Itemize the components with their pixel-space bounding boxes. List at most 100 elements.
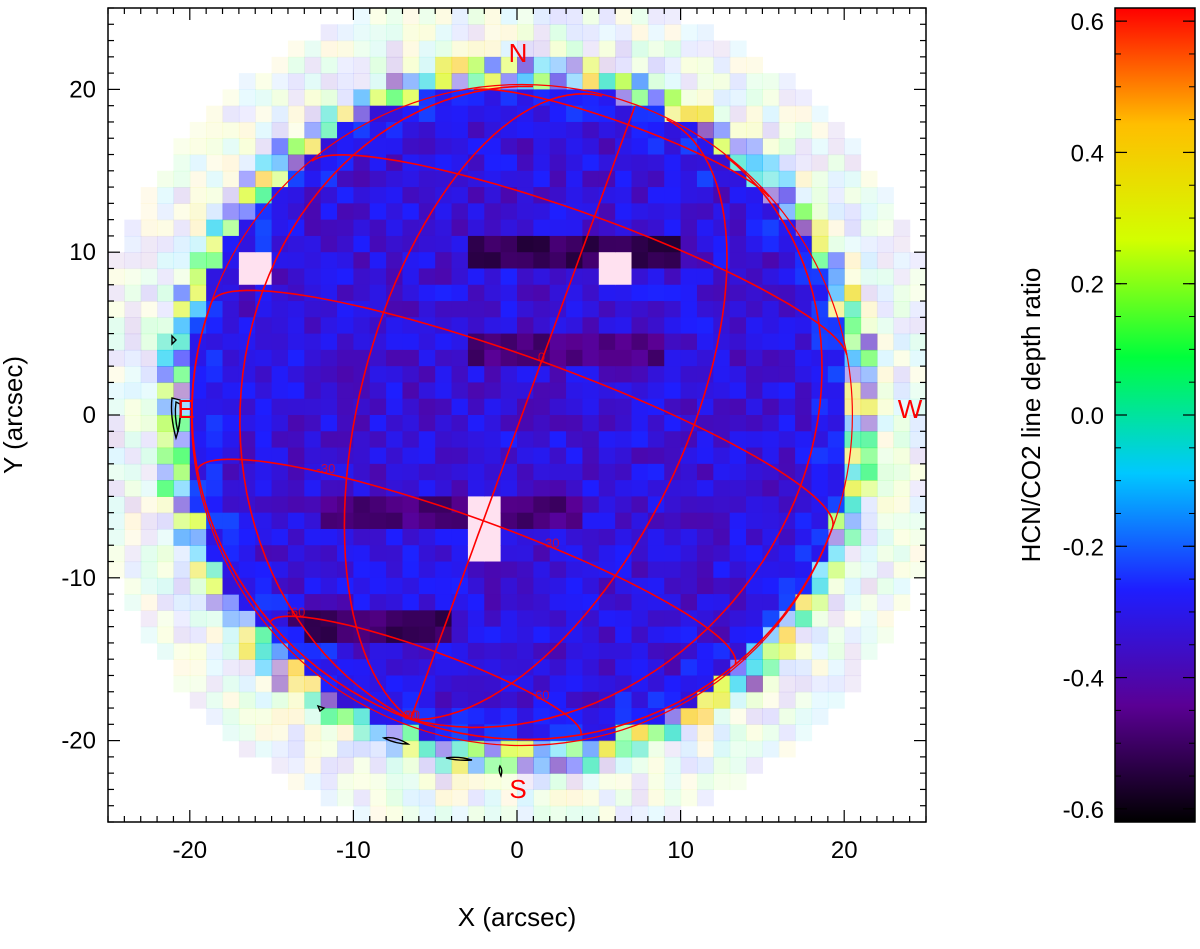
- heatmap-cell: [418, 56, 436, 74]
- heatmap-cell: [435, 170, 453, 188]
- heatmap-cell: [500, 577, 518, 595]
- heatmap-cell: [631, 284, 649, 302]
- heatmap-cell: [664, 610, 682, 628]
- heatmap-cell: [206, 235, 224, 253]
- heatmap-cell: [271, 480, 289, 497]
- heatmap-cell: [402, 724, 420, 742]
- heatmap-cell: [386, 594, 404, 611]
- heatmap-cell: [876, 577, 894, 595]
- heatmap-cell: [484, 398, 502, 416]
- heatmap-cell: [844, 284, 862, 302]
- heatmap-cell: [533, 398, 551, 416]
- heatmap-cell: [124, 431, 142, 449]
- heatmap-cell: [451, 105, 469, 123]
- heatmap-cell: [500, 594, 518, 611]
- heatmap-cell: [353, 187, 371, 204]
- heatmap-cell: [533, 333, 551, 351]
- heatmap-cell: [615, 138, 633, 156]
- heatmap-cell: [844, 219, 862, 237]
- grid-number-label: 0: [538, 349, 545, 364]
- heatmap-cell: [189, 561, 207, 579]
- heatmap-cell: [876, 333, 894, 351]
- heatmap-cell: [140, 382, 158, 400]
- heatmap-cell: [566, 8, 584, 25]
- heatmap-cell: [124, 349, 142, 367]
- heatmap-cell: [631, 235, 649, 253]
- heatmap-cell: [762, 610, 780, 628]
- heatmap-cell: [647, 366, 665, 384]
- heatmap-cell: [795, 545, 813, 563]
- heatmap-cell: [255, 317, 273, 335]
- heatmap-cell: [713, 610, 731, 628]
- heatmap-cell: [222, 398, 240, 416]
- heatmap-cell: [860, 252, 878, 270]
- compass-west-label: W: [898, 394, 923, 424]
- heatmap-cell: [337, 219, 354, 237]
- heatmap-cell: [124, 594, 142, 611]
- heatmap-cell: [435, 659, 453, 677]
- heatmap-cell: [124, 284, 142, 302]
- heatmap-cell: [827, 642, 845, 660]
- heatmap-cell: [271, 73, 289, 90]
- heatmap-cell: [631, 187, 649, 204]
- heatmap-cell: [876, 366, 894, 384]
- heatmap-cell: [418, 8, 436, 25]
- heatmap-cell: [337, 398, 354, 416]
- heatmap-cell: [206, 496, 224, 514]
- heatmap-cell: [157, 415, 175, 432]
- heatmap-cell: [271, 577, 289, 595]
- heatmap-cell: [271, 447, 289, 465]
- heatmap-cell: [304, 447, 322, 465]
- heatmap-cell: [860, 349, 878, 367]
- heatmap-cell: [287, 724, 305, 742]
- heatmap-cell: [435, 577, 453, 595]
- heatmap-cell: [173, 317, 191, 335]
- heatmap-cell: [860, 415, 878, 432]
- heatmap-cell: [337, 740, 354, 758]
- heatmap-cell: [304, 235, 322, 253]
- heatmap-cell: [582, 187, 600, 204]
- heatmap-cell: [353, 105, 371, 123]
- heatmap-cell: [615, 333, 633, 351]
- heatmap-cell: [304, 659, 322, 677]
- heatmap-cell: [255, 594, 273, 611]
- heatmap-cell: [549, 577, 567, 595]
- heatmap-cell: [696, 708, 714, 725]
- heatmap-cell: [500, 496, 518, 514]
- heatmap-cell: [582, 691, 600, 709]
- heatmap-cell: [500, 8, 518, 25]
- heatmap-cell: [566, 594, 584, 611]
- heatmap-cell: [304, 740, 322, 758]
- heatmap-cell: [762, 447, 780, 465]
- heatmap-cell: [402, 642, 420, 660]
- heatmap-cell: [778, 463, 796, 481]
- heatmap-cell: [173, 528, 191, 546]
- heatmap-cell: [304, 56, 322, 74]
- heatmap-cell: [369, 138, 387, 156]
- heatmap-cell: [402, 8, 420, 25]
- grid-number-label: 90: [403, 707, 417, 722]
- heatmap-cell: [386, 219, 404, 237]
- heatmap-cell: [500, 480, 518, 497]
- heatmap-cell: [369, 40, 387, 58]
- heatmap-cell: [402, 349, 420, 367]
- heatmap-cell: [746, 561, 763, 579]
- heatmap-cell: [762, 333, 780, 351]
- heatmap-cell: [124, 415, 142, 432]
- heatmap-cell: [680, 561, 698, 579]
- heatmap-cell: [238, 691, 256, 709]
- heatmap-cell: [844, 626, 862, 644]
- heatmap-cell: [598, 252, 616, 270]
- heatmap-cell: [615, 496, 633, 514]
- heatmap-cell: [435, 691, 453, 709]
- heatmap-cell: [795, 512, 813, 530]
- heatmap-cell: [418, 268, 436, 286]
- heatmap-cell: [844, 187, 862, 204]
- heatmap-cell: [386, 366, 404, 384]
- heatmap-cell: [484, 40, 502, 58]
- heatmap-cell: [778, 268, 796, 286]
- heatmap-cell: [402, 675, 420, 693]
- heatmap-cell: [238, 675, 256, 693]
- heatmap-cell: [124, 317, 142, 335]
- heatmap-cell: [320, 463, 338, 481]
